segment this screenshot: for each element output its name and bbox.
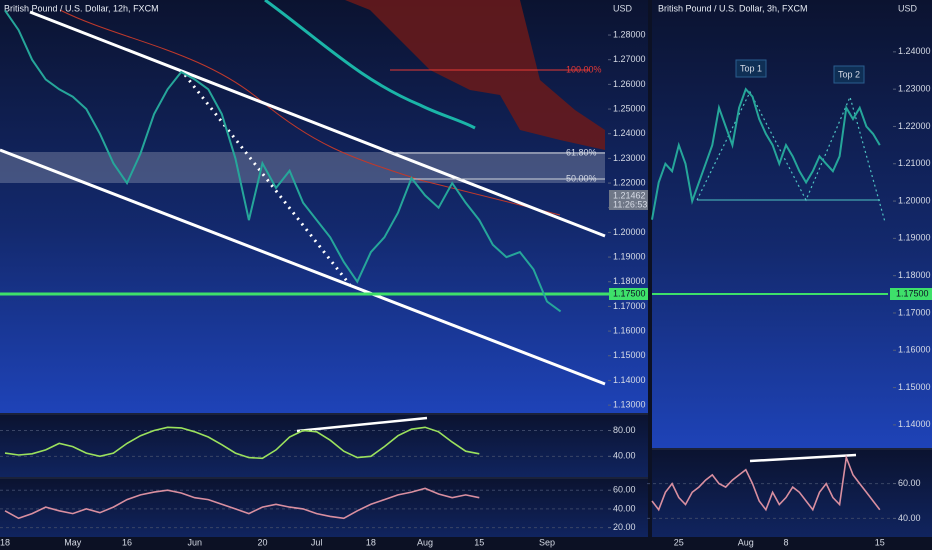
price-line — [4, 426, 480, 460]
left-osc-pane — [0, 415, 648, 477]
y-tick-label: 1.18000 — [898, 270, 931, 280]
price-line — [651, 454, 881, 512]
y-tick-label: 1.15000 — [898, 382, 931, 392]
y-tick-label: 1.21000 — [898, 158, 931, 168]
y-tick-label: 1.23000 — [898, 84, 931, 94]
x-tick-label: 15 — [875, 537, 885, 547]
annotation: Top 2 — [838, 69, 860, 79]
x-tick-label: 18 — [0, 537, 10, 547]
x-tick-label: Jul — [311, 537, 323, 547]
left-price-pane — [0, 0, 648, 413]
fib-label: 61.80% — [566, 147, 597, 157]
y-tick-label: 60.00 — [613, 485, 636, 495]
y-tick-label: 40.00 — [613, 503, 636, 513]
price-line — [651, 87, 881, 220]
x-tick-label: May — [64, 537, 82, 547]
y-tick-label: 60.00 — [898, 478, 921, 488]
x-tick-label: 18 — [366, 537, 376, 547]
y-tick-label: 1.28000 — [613, 29, 646, 39]
y-tick-label: 1.13000 — [613, 399, 646, 409]
x-tick-label: Jun — [187, 537, 202, 547]
y-tick-label: 1.14000 — [613, 375, 646, 385]
chart-title: British Pound / U.S. Dollar, 3h, FXCM — [658, 3, 808, 13]
right-rsi-pane — [652, 450, 932, 537]
left-rsi-pane — [0, 479, 648, 537]
divergence-line — [296, 416, 428, 433]
y-tick-label: 80.00 — [613, 425, 636, 435]
annotation-box — [833, 65, 865, 84]
x-tick-label: 15 — [474, 537, 484, 547]
price-line — [4, 9, 562, 313]
price-label: 11:26:53 — [613, 199, 647, 209]
x-tick-label: Aug — [417, 537, 433, 547]
x-tick-label: 25 — [674, 537, 684, 547]
pattern-line — [696, 90, 886, 223]
ma-short — [59, 9, 561, 216]
trendline-lower — [0, 148, 606, 386]
y-tick-label: 1.19000 — [613, 251, 646, 261]
trendline-upper — [29, 10, 606, 238]
x-tick-label: 20 — [257, 537, 267, 547]
price-label: 1.17500 — [613, 288, 646, 298]
y-tick-label: 1.24000 — [613, 128, 646, 138]
divider — [648, 0, 652, 550]
x-tick-label: Sep — [539, 537, 555, 547]
y-tick-label: 1.19000 — [898, 233, 931, 243]
y-tick-label: 1.22000 — [613, 177, 646, 187]
price-label-box — [890, 288, 932, 300]
chart-title: British Pound / U.S. Dollar, 12h, FXCM — [4, 3, 159, 13]
fib-label: 50.00% — [566, 173, 597, 183]
annotation: Top 1 — [740, 63, 762, 73]
price-label-box — [609, 288, 648, 300]
y-tick-label: 1.23000 — [613, 153, 646, 163]
y-tick-label: 1.18000 — [613, 276, 646, 286]
price-label-box — [609, 190, 648, 210]
zone — [0, 152, 605, 183]
y-tick-label: 1.16000 — [613, 325, 646, 335]
divergence-line — [749, 453, 857, 463]
price-line — [4, 487, 480, 520]
price-label: 1.21462 — [613, 190, 646, 200]
y-tick-label: 1.17000 — [898, 307, 931, 317]
time-axis — [0, 537, 932, 550]
y-tick-label: 1.17000 — [613, 301, 646, 311]
fib-label: 100.00% — [566, 64, 602, 74]
x-tick-label: 16 — [122, 537, 132, 547]
y-tick-label: 1.16000 — [898, 345, 931, 355]
x-tick-label: 8 — [783, 537, 788, 547]
y-tick-label: 1.27000 — [613, 54, 646, 64]
y-tick-label: 1.15000 — [613, 350, 646, 360]
x-tick-label: Aug — [738, 537, 754, 547]
ma-long — [264, 0, 476, 130]
y-tick-label: 1.24000 — [898, 46, 931, 56]
y-tick-label: 1.20000 — [613, 227, 646, 237]
price-label: 1.17500 — [896, 288, 929, 298]
dotted-line — [183, 74, 352, 286]
cloud — [345, 0, 605, 150]
axis-unit: USD — [898, 3, 918, 13]
y-tick-label: 20.00 — [613, 522, 636, 532]
y-tick-label: 40.00 — [898, 513, 921, 523]
y-tick-label: 1.26000 — [613, 79, 646, 89]
y-tick-label: 1.14000 — [898, 419, 931, 429]
y-tick-label: 1.25000 — [613, 103, 646, 113]
y-tick-label: 1.20000 — [898, 195, 931, 205]
annotation-box — [735, 59, 767, 78]
axis-unit: USD — [613, 3, 633, 13]
y-tick-label: 1.22000 — [898, 121, 931, 131]
y-tick-label: 40.00 — [613, 451, 636, 461]
right-price-pane — [652, 0, 932, 448]
